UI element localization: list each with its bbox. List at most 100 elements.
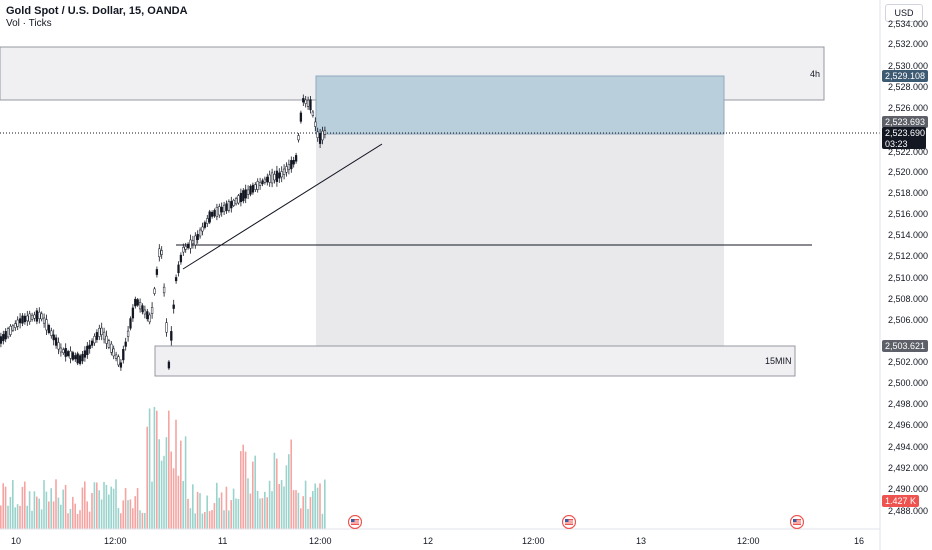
- volume-bar: [103, 481, 105, 529]
- volume-bar: [199, 493, 201, 529]
- candle: [232, 200, 235, 206]
- candle: [98, 328, 101, 337]
- volume-bar: [141, 512, 144, 529]
- candle: [170, 331, 173, 341]
- price-label: 2,488.000: [888, 506, 929, 516]
- price-label: 2,506.000: [888, 315, 929, 325]
- volume-bar: [67, 513, 69, 529]
- volume-bar: [84, 481, 86, 529]
- candle: [107, 340, 111, 348]
- volume-bar: [100, 499, 103, 529]
- candles-group: [0, 94, 327, 371]
- price-label: 2,526.000: [888, 103, 929, 113]
- volume-bar: [309, 497, 312, 529]
- volume-bar: [144, 512, 146, 529]
- volume-bar: [36, 496, 38, 529]
- candle: [16, 319, 19, 327]
- us-flag-icon[interactable]: [561, 514, 577, 534]
- candle: [203, 222, 207, 228]
- candle: [309, 99, 312, 111]
- volume-bar: [290, 439, 292, 529]
- time-label: 16: [854, 536, 865, 546]
- us-flag-icon[interactable]: [789, 514, 805, 534]
- volume-value-tag: 1.427 K: [882, 495, 920, 507]
- candle: [299, 112, 303, 122]
- volume-bar: [115, 479, 117, 529]
- volume-bar: [271, 491, 273, 529]
- candle: [282, 168, 286, 175]
- volume-bar: [134, 496, 136, 529]
- volume-bar: [244, 451, 247, 529]
- candle: [225, 203, 228, 211]
- candle: [184, 246, 187, 250]
- volume-bar: [201, 513, 204, 529]
- currency-button[interactable]: USD: [885, 4, 923, 22]
- us-flag-icon[interactable]: [347, 514, 363, 534]
- volume-bar: [72, 496, 74, 529]
- symbol-title[interactable]: Gold Spot / U.S. Dollar, 15, OANDA: [6, 5, 188, 17]
- volume-bar: [312, 491, 314, 529]
- zone-15min: [154, 345, 796, 377]
- volume-bar: [321, 513, 324, 529]
- volume-bar: [276, 458, 278, 529]
- candle: [246, 189, 250, 195]
- volume-bar: [64, 484, 67, 529]
- volume-bar: [127, 500, 129, 529]
- candle: [254, 184, 257, 190]
- volume-bar: [304, 480, 307, 529]
- candle: [141, 305, 144, 313]
- volume-bar: [319, 483, 321, 529]
- time-label: 12:00: [522, 536, 545, 546]
- candle: [88, 344, 91, 349]
- price-label: 2,490.000: [888, 484, 929, 494]
- price-label: 2,512.000: [888, 251, 929, 261]
- volume-bar: [259, 498, 261, 529]
- volume-bar: [302, 496, 304, 529]
- volume-bar: [297, 492, 300, 529]
- volume-bar: [148, 408, 151, 529]
- candle: [45, 319, 48, 331]
- volume-bar: [165, 437, 168, 529]
- volume-bar: [218, 497, 220, 529]
- volume-bar: [194, 513, 196, 529]
- candle: [316, 131, 319, 138]
- price-label: 2,516.000: [888, 209, 929, 219]
- candle: [244, 189, 247, 199]
- candle: [297, 135, 300, 141]
- volume-bar: [14, 507, 16, 529]
- volume-bar: [33, 491, 36, 529]
- candle: [177, 264, 180, 274]
- candle: [66, 351, 70, 357]
- price-tag-low: 2,503.621: [882, 340, 929, 352]
- candle: [158, 248, 161, 258]
- position-entry-box: [315, 75, 725, 135]
- volume-bar: [163, 455, 165, 529]
- volume-bar: [117, 508, 120, 529]
- volume-indicator-label[interactable]: Vol · Ticks: [6, 18, 52, 29]
- volume-bar: [19, 505, 21, 529]
- volume-bar: [45, 491, 48, 529]
- candle: [122, 349, 125, 361]
- candle: [114, 354, 118, 359]
- volume-bar: [38, 498, 40, 529]
- candle: [110, 343, 113, 353]
- volume-bar: [184, 436, 187, 529]
- volume-bar: [151, 481, 153, 529]
- candle: [138, 302, 142, 310]
- volume-bar: [81, 487, 84, 529]
- candle: [38, 311, 41, 319]
- candle: [162, 286, 166, 294]
- candle: [35, 310, 39, 322]
- volume-bar: [156, 410, 158, 529]
- candle: [302, 98, 305, 103]
- volume-bar: [110, 486, 112, 529]
- candle: [280, 171, 283, 178]
- volume-bar: [220, 492, 223, 529]
- volume-bar: [249, 493, 252, 529]
- candle: [321, 130, 324, 141]
- candle: [131, 307, 135, 319]
- candle: [294, 155, 298, 162]
- candle: [81, 353, 84, 362]
- volume-bars-group: [0, 406, 326, 529]
